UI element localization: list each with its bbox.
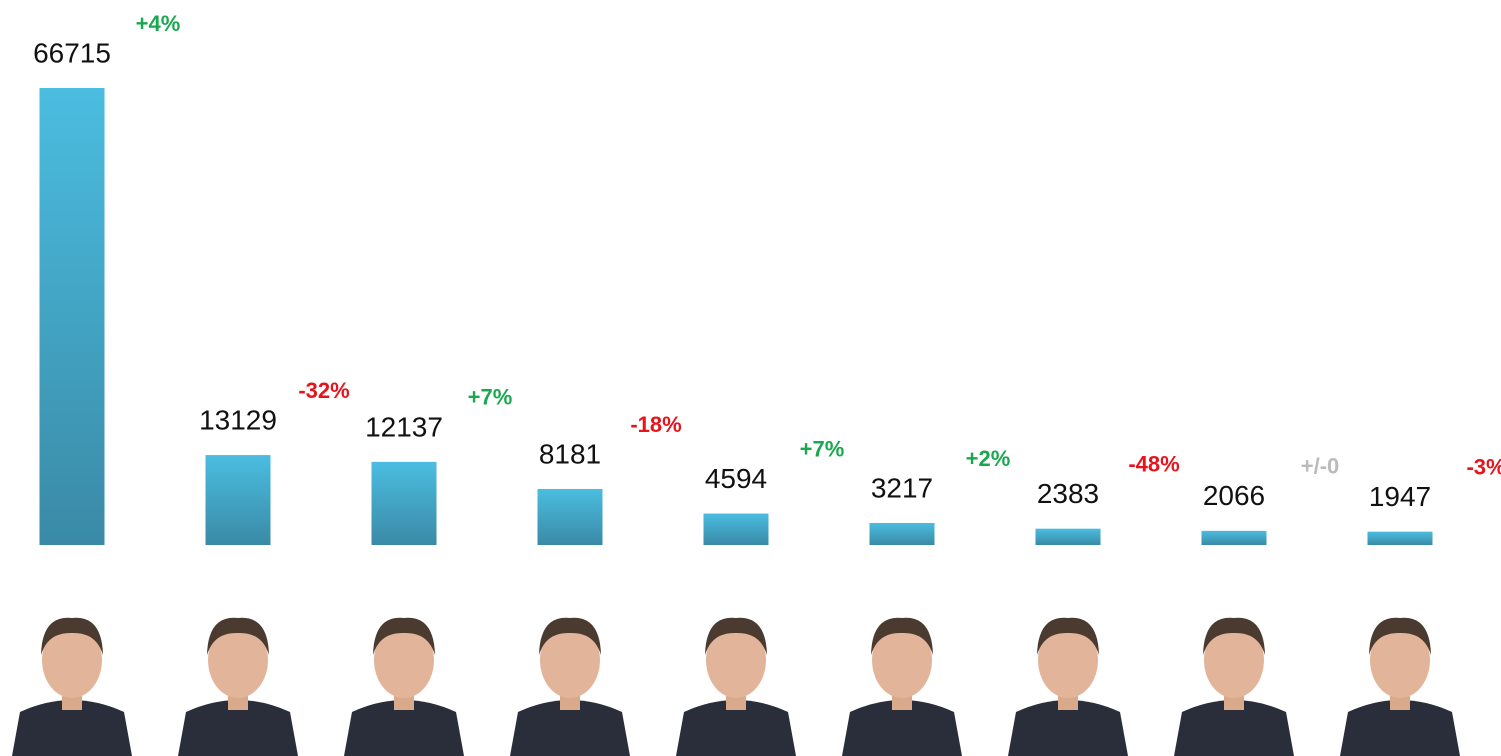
value-label: 13129: [199, 404, 277, 435]
value-label: 66715: [33, 37, 111, 68]
change-label: -48%: [1128, 451, 1179, 476]
change-label: +4%: [136, 11, 181, 36]
value-label: 2383: [1037, 478, 1099, 509]
change-label: +7%: [468, 385, 513, 410]
chart: 66715 +4% 13129 -32% 12137 +7% 8181 -18% 4594 +7%…: [0, 0, 1501, 756]
value-label: 2066: [1203, 480, 1265, 511]
bar: [206, 455, 271, 545]
change-label: +7%: [800, 436, 845, 461]
value-label: 1947: [1369, 481, 1431, 512]
value-label: 3217: [871, 472, 933, 503]
bar: [1368, 532, 1433, 545]
value-label: 12137: [365, 411, 443, 442]
value-label: 4594: [705, 463, 767, 494]
value-label: 8181: [539, 438, 601, 469]
bar: [1036, 529, 1101, 545]
bar: [870, 523, 935, 545]
change-label: -18%: [630, 412, 681, 437]
bar: [372, 462, 437, 545]
change-label: -3%: [1466, 454, 1501, 479]
bar: [1202, 531, 1267, 545]
bar: [704, 514, 769, 545]
bar: [40, 88, 105, 545]
change-label: +/-0: [1301, 454, 1340, 479]
bar: [538, 489, 603, 545]
change-label: -32%: [298, 378, 349, 403]
change-label: +2%: [966, 446, 1011, 471]
